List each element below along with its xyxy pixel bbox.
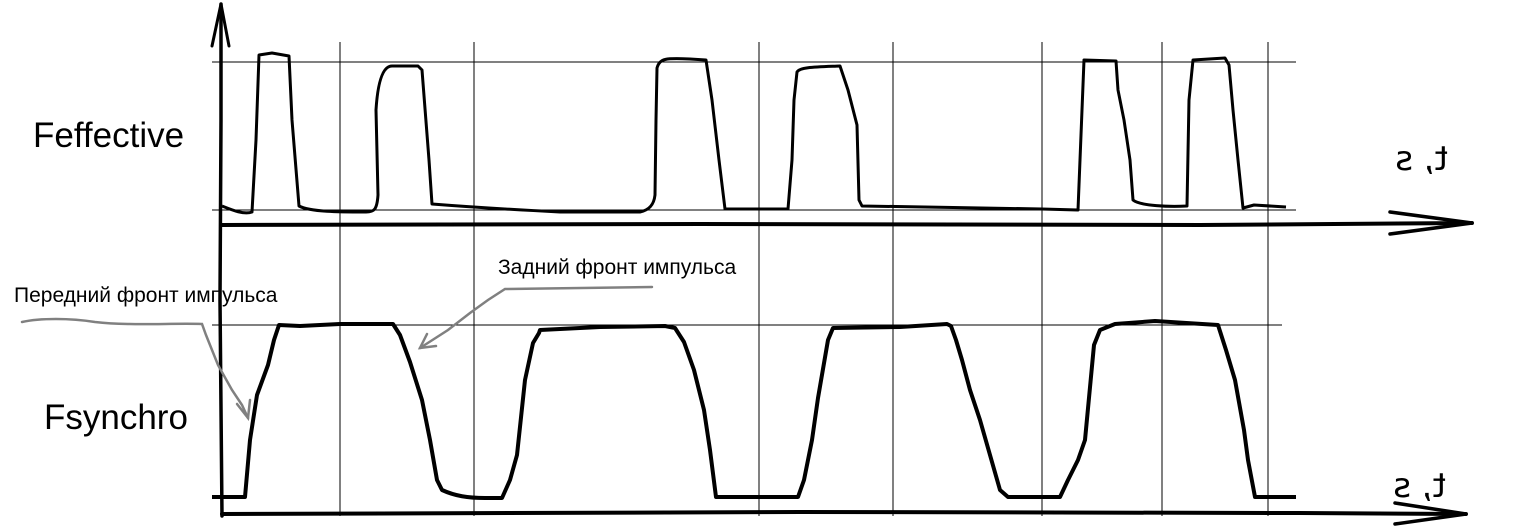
feffective-waveform bbox=[221, 51, 1287, 215]
top-time-axis-arrow bbox=[1388, 210, 1473, 236]
fsynchro-label: Fsynchro bbox=[44, 398, 188, 437]
bottom-time-axis-arrow bbox=[1393, 501, 1467, 526]
arrow-head bbox=[417, 332, 438, 350]
top-time-axis bbox=[220, 221, 1474, 228]
fsynchro-waveform bbox=[212, 319, 1296, 500]
feffective-label: Feffective bbox=[33, 116, 184, 155]
axes bbox=[210, 2, 1474, 526]
arrow-head bbox=[235, 398, 252, 422]
vertical-axis bbox=[218, 2, 224, 518]
leading-edge-annotation: Передний фронт импульса bbox=[14, 284, 278, 307]
trailing-edge-annotation: Задний фронт импульса bbox=[498, 256, 736, 279]
bottom-time-axis bbox=[220, 509, 1468, 516]
leading-edge-pointer bbox=[20, 317, 252, 422]
vertical-axis-arrow bbox=[210, 3, 231, 48]
trailing-edge-pointer bbox=[417, 285, 654, 350]
bottom-axis-unit-label: t, s bbox=[1393, 466, 1446, 506]
top-axis-unit-label: t, s bbox=[1395, 139, 1448, 179]
